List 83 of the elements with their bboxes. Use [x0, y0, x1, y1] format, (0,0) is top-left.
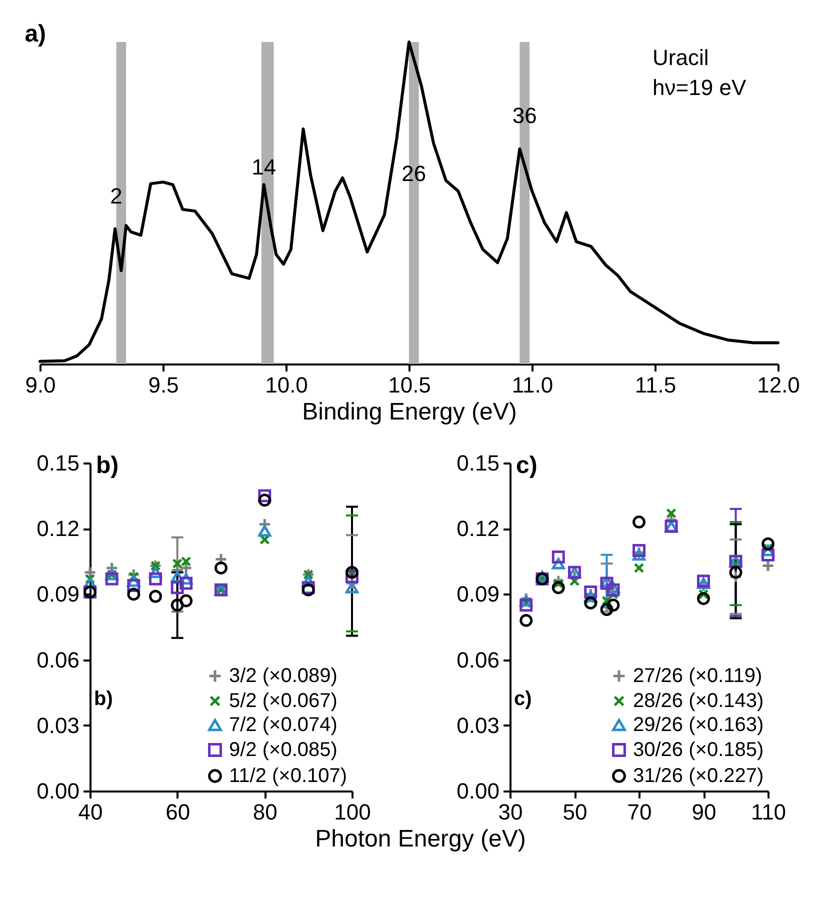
x-tick-label: 110: [750, 800, 786, 824]
point: [584, 596, 598, 610]
x-tick-label: 70: [627, 800, 652, 824]
annotation: 36: [512, 103, 537, 128]
annotation: 2: [110, 184, 122, 209]
point: [258, 524, 272, 537]
legend-label: 3/2 (×0.089): [229, 665, 338, 687]
legend-label: 11/2 (×0.107): [229, 765, 348, 787]
legend-label: 31/26 (×0.227): [633, 765, 764, 787]
y-tick-label: 0.03: [456, 712, 500, 738]
point: [552, 550, 565, 564]
y-tick-label: 0.06: [456, 647, 500, 672]
point: [149, 590, 162, 603]
y-tick-label: 0.00: [36, 778, 80, 804]
legend-label: 29/26 (×0.163): [633, 714, 764, 736]
point: [600, 603, 614, 616]
y-tick-label: 0.09: [456, 582, 500, 607]
annotation: 26: [402, 161, 426, 186]
legend-label: 9/2 (×0.085): [229, 739, 338, 761]
point: [634, 562, 644, 574]
point: [697, 592, 710, 606]
point: [180, 576, 193, 590]
x-axis-title: Binding Energy (eV): [302, 398, 517, 426]
point: [520, 598, 533, 612]
point: [84, 566, 96, 579]
chart-title: b): [96, 452, 119, 479]
x-axis-title: Photon Energy (eV): [315, 826, 526, 852]
annotation: b): [94, 688, 113, 710]
y-tick-label: 0.15: [456, 450, 500, 476]
annotation: hν=19 eV: [652, 75, 746, 100]
point: [127, 588, 140, 601]
x-tick-label: 90: [692, 800, 716, 824]
annotation: 14: [252, 154, 276, 180]
point: [762, 559, 774, 572]
point: [632, 544, 646, 557]
point: [606, 598, 620, 612]
legend-label: 30/26 (×0.185): [633, 739, 764, 761]
chart-title: a): [24, 20, 46, 48]
x-tick-label: 40: [78, 800, 103, 824]
point: [552, 581, 565, 594]
x-tick-label: 100: [334, 800, 371, 824]
point: [180, 556, 192, 567]
y-tick-label: 0.12: [36, 516, 80, 542]
y-tick-label: 0.12: [456, 516, 500, 542]
x-tick-label: 30: [498, 800, 523, 824]
legend-label: 28/26 (×0.143): [633, 690, 764, 712]
chart-title: c): [516, 452, 538, 479]
y-tick-label: 0.15: [36, 450, 80, 476]
x-tick-label: 12.0: [757, 372, 800, 398]
point: [520, 614, 533, 627]
y-tick-label: 0.09: [36, 582, 80, 607]
x-tick-label: 60: [166, 800, 190, 824]
point: [632, 516, 646, 529]
point: [346, 582, 358, 594]
x-tick-label: 10.0: [265, 372, 308, 398]
x-tick-label: 80: [252, 800, 278, 824]
x-tick-label: 9.5: [148, 372, 179, 398]
point: [149, 572, 162, 586]
point: [170, 598, 184, 612]
point: [729, 566, 742, 579]
x-tick-label: 50: [562, 800, 588, 824]
y-tick-label: 0.06: [36, 647, 80, 672]
point: [214, 561, 228, 574]
point: [600, 576, 614, 590]
x-tick-label: 11.5: [634, 372, 676, 398]
point: [666, 508, 676, 518]
annotation: Uracil: [652, 45, 709, 70]
legend-label: 27/26 (×0.119): [633, 665, 762, 687]
x-tick-label: 9.0: [25, 372, 56, 398]
x-tick-label: 10.5: [388, 372, 431, 398]
point: [214, 552, 228, 566]
point: [170, 581, 184, 594]
y-tick-label: 0.03: [36, 712, 80, 738]
point: [180, 594, 193, 608]
point: [105, 572, 118, 586]
point: [258, 494, 272, 507]
x-tick-label: 11.0: [512, 372, 554, 398]
legend-label: 7/2 (×0.074): [229, 714, 338, 736]
legend-label: 5/2 (×0.067): [229, 690, 338, 712]
point: [172, 558, 183, 569]
y-tick-label: 0.00: [456, 778, 500, 804]
annotation: c): [514, 688, 532, 710]
point: [762, 537, 774, 550]
